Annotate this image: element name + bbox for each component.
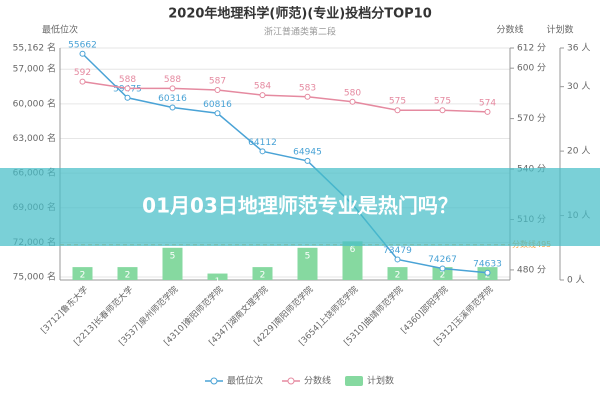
- chart-title: 2020年地理科学(师范)(专业)投档分TOP10: [168, 6, 432, 22]
- y-tick-label: 75,000 名: [13, 270, 56, 282]
- point-label: 583: [299, 83, 316, 93]
- point: [259, 92, 266, 99]
- y-tick-label: 63,000 名: [13, 132, 56, 144]
- y3-tick-label: 36 人: [567, 43, 590, 54]
- point: [484, 108, 491, 115]
- point-label: 574: [479, 98, 496, 108]
- y2-tick-label: 612 分: [517, 43, 546, 54]
- bar-label: 2: [395, 271, 401, 281]
- bar: [72, 267, 93, 280]
- point: [79, 78, 86, 85]
- point: [169, 85, 176, 92]
- point: [214, 110, 221, 117]
- bar: [117, 267, 138, 280]
- chart-subtitle: 浙江普通类第二段: [264, 26, 336, 38]
- x-tick-label: [4360]邵阳学院: [399, 284, 451, 336]
- line: [82, 80, 488, 113]
- bar-label: 2: [440, 271, 446, 281]
- y2-tick-label: 600 分: [517, 63, 546, 74]
- legend-label: 计划数: [367, 375, 394, 387]
- point: [304, 93, 311, 100]
- point-label: 575: [389, 97, 406, 107]
- line: [81, 53, 488, 274]
- point: [439, 107, 446, 114]
- bar: [252, 267, 273, 280]
- legend-swatch: [210, 377, 218, 385]
- y2-tick-label: 570 分: [517, 113, 546, 124]
- bar: [432, 267, 453, 280]
- point-label: 74267: [428, 255, 457, 265]
- point-label: 580: [344, 88, 361, 98]
- point: [169, 104, 176, 111]
- point-label: 575: [434, 97, 451, 107]
- y-tick-label: 60,000 名: [13, 97, 56, 109]
- point-label: 587: [209, 77, 226, 87]
- point: [439, 265, 446, 272]
- point: [394, 256, 401, 263]
- legend-swatch: [345, 376, 363, 386]
- bar: [207, 273, 228, 280]
- bar: [162, 247, 183, 280]
- bar-label: 5: [305, 251, 311, 261]
- overlay-banner: [0, 168, 600, 246]
- point: [259, 148, 266, 155]
- y-tick-label: 55,162 名: [13, 42, 56, 54]
- y3-axis-label: 计划数: [546, 24, 573, 36]
- bar: [342, 241, 363, 280]
- point-label: 73479: [383, 246, 412, 256]
- y3-tick-label: 0 人: [567, 275, 585, 286]
- point-label: 588: [164, 75, 181, 85]
- point-label: 588: [119, 75, 136, 85]
- point: [304, 157, 311, 164]
- bar: [297, 247, 318, 280]
- y2-tick-label: 480 分: [517, 264, 546, 275]
- x-tick-label: [3712]鲁东大学: [39, 284, 91, 336]
- point: [349, 98, 356, 105]
- bar-label: 2: [260, 271, 266, 281]
- bar: [387, 267, 408, 280]
- y3-tick-label: 20 人: [567, 146, 590, 157]
- y2-axis-label: 分数线: [496, 24, 523, 36]
- y-axis-label: 最低位次: [42, 24, 78, 36]
- bar-label: 1: [215, 277, 221, 287]
- point: [124, 94, 131, 101]
- point: [124, 85, 131, 92]
- y3-tick-label: 30 人: [567, 81, 590, 92]
- overlay-caption: 01月03日地理师范专业是热门吗？: [142, 194, 458, 218]
- point-label: 584: [254, 82, 271, 92]
- point-label: 60816: [203, 100, 232, 110]
- legend-label: 分数线: [304, 375, 331, 387]
- bar-label: 6: [350, 245, 356, 255]
- point-label: 64945: [293, 147, 322, 157]
- point: [394, 107, 401, 114]
- point-label: 55662: [68, 40, 97, 50]
- point-label: 60316: [158, 94, 187, 104]
- bar-label: 2: [80, 271, 86, 281]
- legend-label: 最低位次: [227, 375, 263, 387]
- y-tick-label: 57,000 名: [13, 63, 56, 75]
- point-label: 64112: [248, 138, 277, 148]
- point: [79, 50, 86, 57]
- point-label: 74633: [473, 259, 502, 269]
- legend-swatch: [287, 377, 295, 385]
- point: [484, 269, 491, 276]
- bar-label: 2: [125, 271, 131, 281]
- point-label: 592: [74, 68, 91, 78]
- bar-label: 5: [170, 251, 176, 261]
- point: [214, 87, 221, 94]
